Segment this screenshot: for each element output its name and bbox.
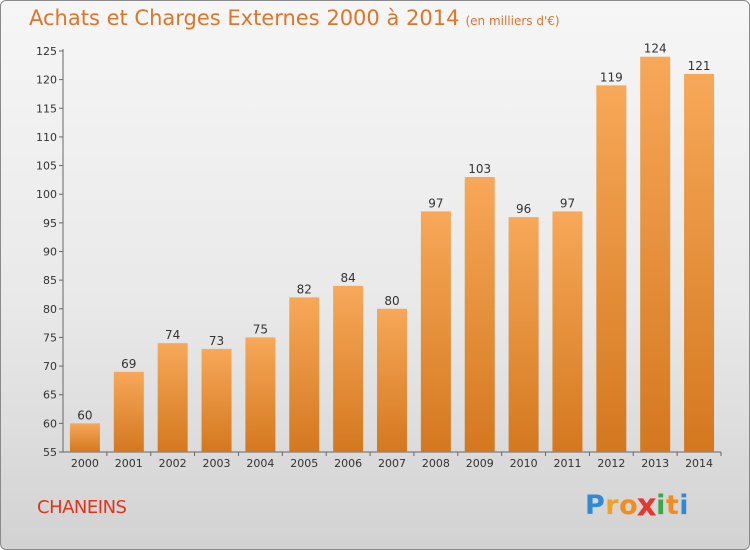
x-tick-label-2000: 2000: [71, 457, 99, 470]
logo-letter: x: [636, 487, 658, 524]
x-tick-label-2003: 2003: [203, 457, 231, 470]
data-label-2009: 103: [468, 162, 491, 176]
bar-2013: [640, 56, 671, 452]
logo-letter: o: [619, 490, 639, 521]
data-label-2005: 82: [297, 282, 312, 296]
y-tick-label: 75: [43, 331, 57, 344]
bar-2000: [69, 423, 100, 452]
bar-2001: [113, 371, 144, 452]
bar-2006: [333, 285, 364, 452]
bar-2004: [245, 337, 276, 452]
x-tick-label-2005: 2005: [290, 457, 318, 470]
y-tick-label: 70: [43, 360, 57, 373]
data-label-2011: 97: [560, 196, 575, 210]
bars: 60 69 74 73 75 82 84 80 97 103 96 97 119 124 121: [69, 42, 715, 453]
y-tick-label: 125: [36, 45, 57, 58]
y-tick-label: 90: [43, 246, 57, 259]
logo-letter: i: [656, 490, 666, 521]
data-label-2006: 84: [340, 271, 355, 285]
x-tick-label-2012: 2012: [597, 457, 625, 470]
chart-title: Achats et Charges Externes 2000 à 2014 (e…: [29, 6, 560, 30]
data-label-2013: 124: [644, 42, 667, 56]
y-tick-label: 80: [43, 303, 57, 316]
data-label-2014: 121: [688, 59, 711, 73]
logo-letter: P: [585, 490, 606, 521]
x-tick-label-2011: 2011: [553, 457, 581, 470]
x-tick-label-2002: 2002: [159, 457, 187, 470]
bar-2008: [420, 211, 451, 452]
y-tick-label: 120: [36, 74, 57, 87]
x-tick-label-2014: 2014: [685, 457, 713, 470]
y-tick-label: 60: [43, 417, 57, 430]
x-tick-label-2008: 2008: [422, 457, 450, 470]
data-label-2002: 74: [165, 328, 180, 342]
proxiti-logo: Proxiti: [585, 487, 690, 524]
x-tick-label-2007: 2007: [378, 457, 406, 470]
y-tick-label: 105: [36, 160, 57, 173]
x-tick-label-2001: 2001: [115, 457, 143, 470]
y-tick-label: 55: [43, 446, 57, 459]
x-tick-label-2004: 2004: [246, 457, 274, 470]
x-tick-label-2013: 2013: [641, 457, 669, 470]
commune-name: CHANEINS: [37, 497, 127, 518]
data-label-2007: 80: [384, 294, 399, 308]
logo-letter: r: [605, 490, 620, 521]
data-label-2001: 69: [121, 357, 136, 371]
data-label-2012: 119: [600, 70, 623, 84]
x-tick-label-2006: 2006: [334, 457, 362, 470]
y-tick-label: 85: [43, 274, 57, 287]
logo-letter: i: [679, 490, 690, 521]
data-label-2003: 73: [209, 334, 224, 348]
x-tick-label-2010: 2010: [510, 457, 538, 470]
bar-2010: [508, 217, 539, 452]
bar-2002: [157, 343, 188, 452]
data-label-2000: 60: [77, 408, 92, 422]
data-label-2008: 97: [428, 196, 443, 210]
y-tick-label: 100: [36, 188, 57, 201]
x-axis: 2000 2001 2002 2003 2004 2005 2006 2007 2008 2009…: [63, 451, 722, 470]
data-label-2010: 96: [516, 202, 531, 216]
data-label-2004: 75: [253, 322, 268, 336]
y-tick-label: 65: [43, 389, 57, 402]
bar-2009: [464, 177, 495, 452]
y-tick-label: 110: [36, 131, 57, 144]
logo-letter: t: [665, 490, 680, 521]
chart-subtitle: (en milliers d'€): [465, 14, 560, 28]
chart-title-text: Achats et Charges Externes 2000 à 2014: [29, 6, 460, 30]
x-tick-label-2009: 2009: [466, 457, 494, 470]
bar-2012: [596, 85, 627, 452]
y-axis: 55 60 65 70 75 80 85 90 95 100 105 110 115 120 125: [36, 45, 64, 459]
bar-2003: [201, 348, 232, 452]
bar-2011: [552, 211, 583, 452]
y-tick-label: 95: [43, 217, 57, 230]
y-tick-label: 115: [36, 102, 57, 115]
bar-2005: [289, 297, 320, 452]
bar-2007: [377, 308, 407, 452]
bar-2014: [684, 73, 715, 453]
